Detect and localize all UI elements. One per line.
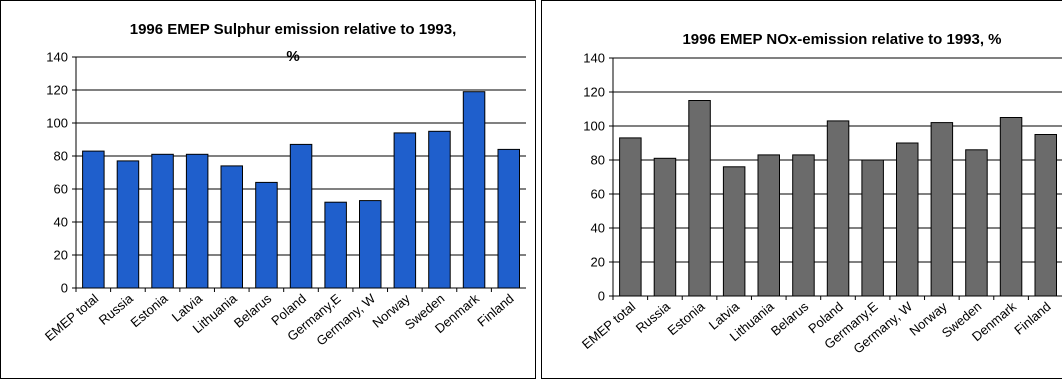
- y-tick-label: 0: [598, 289, 605, 304]
- y-tick-label: 40: [54, 215, 68, 230]
- bar: [462, 91, 486, 289]
- y-tick-label: 60: [591, 187, 605, 202]
- bar: [688, 100, 711, 297]
- bar: [497, 148, 520, 289]
- bar: [220, 165, 243, 289]
- bar: [722, 166, 746, 297]
- x-tick-label: Finland: [1011, 299, 1053, 338]
- bar: [653, 157, 677, 297]
- y-tick-label: 60: [54, 182, 68, 197]
- bar: [324, 201, 347, 289]
- y-tick-label: 140: [46, 50, 68, 65]
- x-tick-label: Belarus: [231, 290, 275, 330]
- bar: [999, 117, 1023, 297]
- y-tick-label: 120: [46, 83, 68, 98]
- y-tick-label: 20: [591, 255, 605, 270]
- y-tick-label: 100: [583, 119, 605, 134]
- bar: [359, 200, 382, 289]
- y-tick-label: 0: [61, 281, 68, 296]
- x-tick-label: EMEP total: [42, 291, 101, 344]
- y-tick-label: 80: [591, 153, 605, 168]
- sulphur-bar-chart: 1996 EMEP Sulphur emission relative to 1…: [42, 21, 526, 349]
- bar: [896, 142, 919, 297]
- bar: [757, 154, 780, 297]
- bar: [965, 149, 988, 297]
- bar: [861, 159, 884, 297]
- bar: [151, 153, 174, 289]
- sulphur-chart-panel: 1996 EMEP Sulphur emission relative to 1…: [0, 0, 536, 379]
- bar: [393, 132, 417, 289]
- bar: [116, 160, 140, 289]
- nox-bar-chart: 1996 EMEP NOx-emission relative to 1993,…: [579, 31, 1062, 357]
- x-tick-label: Finland: [474, 291, 516, 330]
- y-tick-label: 100: [46, 116, 68, 131]
- bar: [792, 154, 815, 297]
- bar: [82, 150, 105, 289]
- bar: [826, 120, 850, 297]
- x-tick-label: Belarus: [768, 298, 812, 338]
- x-tick-label: Estonia: [665, 298, 708, 338]
- x-tick-label: Estonia: [128, 290, 171, 330]
- bar: [185, 153, 209, 289]
- y-tick-label: 80: [54, 149, 68, 164]
- bar: [289, 143, 313, 289]
- bar: [1034, 134, 1057, 297]
- bar: [930, 122, 954, 297]
- nox-chart-panel: 1996 EMEP NOx-emission relative to 1993,…: [541, 0, 1062, 379]
- y-tick-label: 20: [54, 248, 68, 263]
- y-tick-label: 140: [583, 51, 605, 66]
- bar: [619, 137, 642, 297]
- x-tick-label: EMEP total: [579, 299, 638, 352]
- y-tick-label: 40: [591, 221, 605, 236]
- y-tick-label: 120: [583, 85, 605, 100]
- chart-title: 1996 EMEP Sulphur emission relative to 1…: [130, 21, 457, 38]
- bar: [255, 181, 278, 289]
- bar: [428, 130, 451, 289]
- chart-title: 1996 EMEP NOx-emission relative to 1993,…: [682, 31, 1001, 48]
